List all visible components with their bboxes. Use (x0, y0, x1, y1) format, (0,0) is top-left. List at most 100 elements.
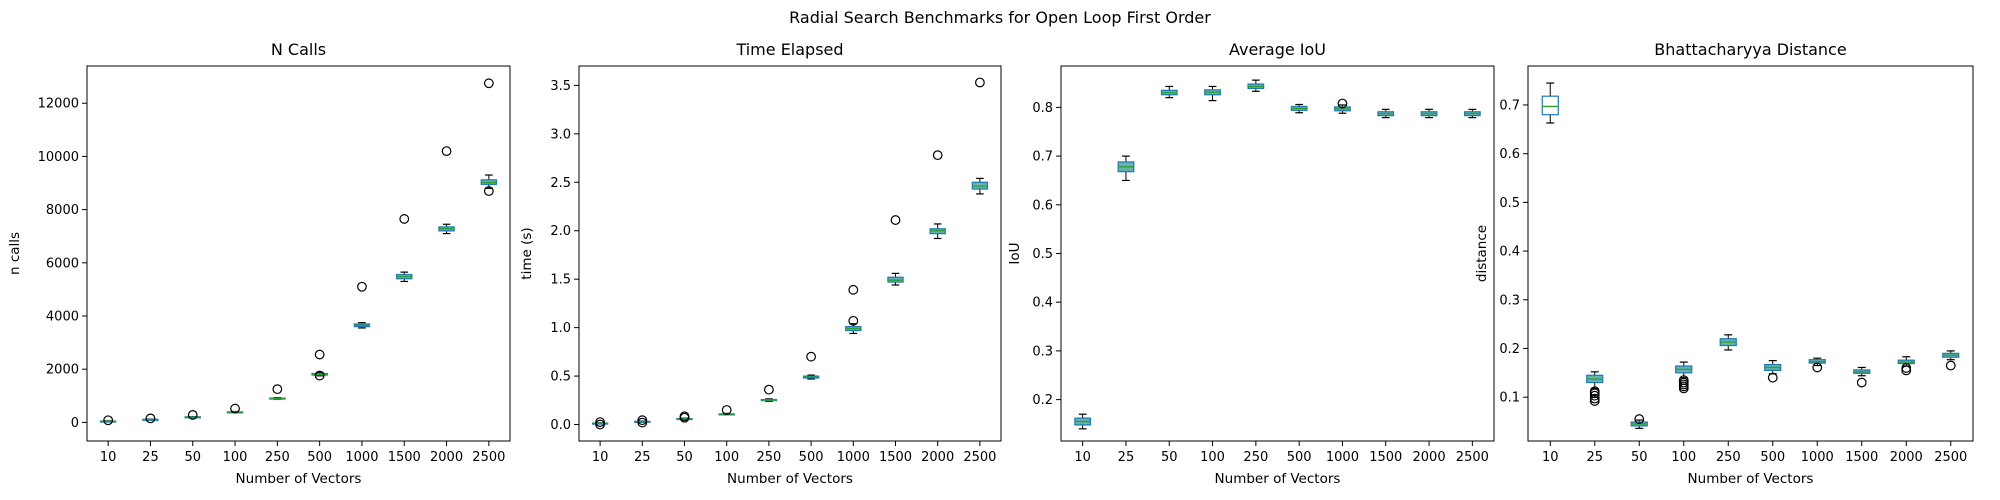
y-tick-label: 0.4 (1032, 296, 1053, 311)
box-1000 (845, 284, 862, 335)
box-25 (1117, 155, 1135, 182)
box-2000 (929, 150, 946, 240)
flier-point (1589, 396, 1600, 406)
x-tick-label: 2000 (1890, 450, 1923, 465)
y-tick-label: 0.6 (1032, 198, 1053, 213)
x-tick-label: 2500 (1934, 450, 1967, 465)
y-tick-label: 8000 (46, 203, 79, 218)
x-tick-label: 500 (307, 450, 332, 465)
y-tick-label: 1.5 (550, 273, 571, 288)
x-tick-label: 10 (100, 450, 117, 465)
x-tick-label: 250 (1716, 450, 1741, 465)
axes-frame (1527, 65, 1974, 442)
flier-point (1589, 393, 1600, 404)
x-tick-label: 1500 (388, 450, 421, 465)
y-tick-label: 0.2 (1032, 393, 1053, 408)
x-tick-label: 25 (1118, 450, 1135, 465)
box-50 (184, 410, 201, 420)
flier-point (314, 349, 325, 360)
flier-point (483, 78, 494, 89)
flier-point (187, 410, 198, 420)
y-tick-label: 10000 (38, 150, 79, 165)
flier-point (1589, 390, 1600, 401)
y-tick-label: 0.7 (1499, 98, 1520, 113)
y-tick-label: 0.5 (1032, 247, 1053, 262)
y-axis-label: n calls (7, 232, 23, 275)
x-tick-label: 2500 (963, 450, 996, 465)
box-100 (1204, 85, 1221, 102)
x-axis-label: Number of Vectors (1215, 471, 1341, 487)
box-1500 (396, 214, 413, 283)
x-tick-label: 500 (799, 450, 824, 465)
x-tick-label: 50 (676, 450, 693, 465)
flier-point (721, 405, 732, 415)
box-10 (99, 415, 117, 426)
flier-point (679, 412, 690, 423)
flier-point (1901, 363, 1912, 373)
box-25 (1586, 371, 1604, 406)
box-250 (1247, 79, 1265, 92)
flier-point (314, 370, 325, 381)
x-tick-label: 1000 (345, 450, 378, 465)
box-25 (634, 415, 651, 428)
flier-point (932, 150, 943, 161)
x-tick-label: 250 (756, 450, 781, 465)
y-tick-label: 0.5 (1499, 196, 1520, 211)
y-tick-label: 12000 (38, 97, 79, 112)
x-tick-label: 100 (714, 450, 739, 465)
flier-point (483, 186, 494, 196)
panel-3: Average IoU Number of Vectors IoU 0.2 0.3 0.4… (1007, 40, 1495, 487)
x-tick-label: 250 (1243, 450, 1268, 465)
x-tick-label: 1000 (837, 450, 870, 465)
x-tick-label: 10 (1542, 450, 1559, 465)
flier-point (357, 281, 367, 292)
box-100 (718, 405, 735, 416)
flier-point (1678, 383, 1689, 394)
box-1000 (353, 281, 371, 329)
x-tick-label: 2000 (921, 450, 954, 465)
flier-point (103, 415, 114, 426)
x-tick-label: 10 (1074, 450, 1091, 465)
flier-point (764, 384, 774, 395)
y-axis-label: distance (1474, 225, 1490, 282)
flier-point (1812, 362, 1823, 373)
y-tick-label: 1.0 (550, 321, 571, 336)
box-25 (142, 413, 159, 424)
flier-point (595, 417, 605, 428)
y-tick-label: 2.5 (550, 176, 571, 191)
x-tick-label: 50 (1631, 450, 1648, 465)
x-tick-label: 1000 (1326, 450, 1359, 465)
y-tick-label: 0.7 (1032, 150, 1053, 165)
box-2500 (480, 78, 498, 196)
x-tick-label: 25 (634, 450, 651, 465)
axes-frame (1060, 65, 1495, 442)
axes-frame (578, 65, 1002, 442)
panel-1: N Calls Number of Vectors n calls 0 2000 4000… (7, 40, 511, 487)
panel-4: Bhattacharyya Distance Number of Vectors d… (1474, 40, 1974, 487)
x-tick-label: 100 (1200, 450, 1225, 465)
box-250 (760, 384, 778, 402)
box-2000 (438, 146, 455, 235)
figure-suptitle: Radial Search Benchmarks for Open Loop F… (789, 8, 1211, 27)
flier-point (1856, 377, 1867, 388)
x-tick-label: 100 (223, 450, 248, 465)
y-axis-label: time (s) (519, 227, 535, 279)
box-2500 (971, 77, 989, 195)
box-250 (269, 384, 286, 400)
box-1000 (1808, 357, 1826, 373)
x-tick-label: 2000 (430, 450, 463, 465)
y-tick-label: 0.3 (1499, 293, 1520, 308)
x-tick-label: 100 (1671, 450, 1696, 465)
x-tick-label: 25 (1586, 450, 1603, 465)
box-250 (1719, 334, 1737, 351)
box-500 (311, 349, 328, 381)
panel-title: N Calls (271, 40, 326, 59)
flier-point (848, 284, 859, 295)
box-10 (1541, 82, 1559, 124)
box-2500 (1942, 350, 1960, 371)
box-1500 (1377, 108, 1395, 119)
flier-point (230, 403, 240, 414)
y-tick-label: 0.1 (1499, 391, 1520, 406)
x-tick-label: 1500 (879, 450, 912, 465)
flier-point (637, 417, 648, 428)
